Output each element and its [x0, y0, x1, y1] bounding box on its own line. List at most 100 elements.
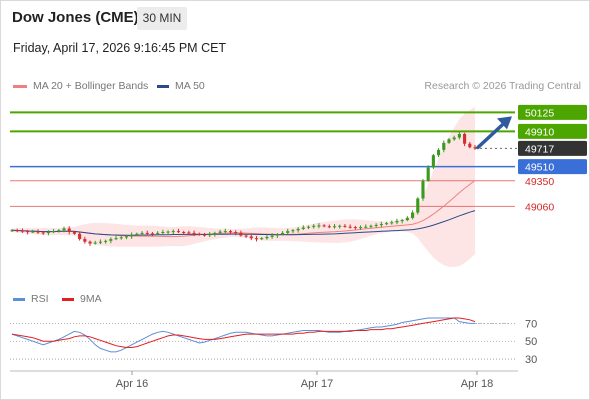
candle-body: [62, 228, 66, 231]
level-tag-49717: [518, 140, 587, 156]
candle-body: [156, 232, 160, 234]
candle-body: [223, 231, 227, 233]
rsi-label: RSI: [31, 293, 49, 305]
candle-body: [31, 231, 35, 233]
candle-body: [437, 149, 441, 156]
candle-body: [301, 227, 305, 229]
level-tag-50125: [518, 104, 587, 120]
candle-body: [400, 220, 404, 222]
candle-body: [46, 232, 50, 234]
candle-body: [187, 232, 191, 234]
candle-body: [26, 231, 30, 233]
level-label-49910: 49910: [525, 126, 554, 138]
candle-body: [171, 231, 175, 233]
candle-body: [20, 230, 24, 232]
candle-body: [234, 232, 238, 234]
datetime-label: Friday, April 17, 2026 9:16:45 PM CET: [13, 41, 227, 55]
candle-body: [218, 231, 222, 233]
x-tick-label-Apr-17: Apr 17: [301, 378, 333, 390]
candle-body: [228, 231, 233, 233]
level-tag-49910: [518, 123, 587, 139]
forecast-arrow: [476, 120, 507, 150]
candle-body: [405, 217, 409, 221]
candle-body: [452, 137, 456, 140]
rsi-ma-label: 9MA: [80, 293, 102, 305]
candle-body: [447, 139, 451, 143]
candle-body: [364, 226, 368, 228]
candle-body: [135, 233, 139, 235]
candle-body: [119, 237, 123, 239]
timeframe-badge[interactable]: 30 MIN: [137, 7, 187, 30]
rsi-ma-swatch: [62, 297, 74, 301]
candle-body: [254, 238, 259, 240]
level-label-49060: 49060: [525, 201, 554, 213]
candle-body: [327, 226, 331, 228]
instrument-title: Dow Jones (CME): [12, 9, 139, 26]
rsi-line: [11, 317, 475, 353]
candle-body: [130, 234, 134, 237]
candle-body: [343, 225, 347, 227]
candle-body: [140, 232, 144, 234]
candle-body: [457, 133, 461, 138]
candle-body: [72, 232, 76, 234]
ma50-label: MA 50: [175, 80, 205, 92]
candle-body: [463, 133, 467, 144]
bollinger-band: [12, 107, 475, 267]
candle-body: [114, 238, 118, 240]
candle-body: [374, 224, 378, 226]
x-tick-label-Apr-18: Apr 18: [461, 378, 493, 390]
level-tag-49510: [518, 159, 587, 175]
candle-body: [390, 222, 394, 224]
candle-body: [385, 223, 389, 225]
rsi-ma-line: [11, 317, 476, 348]
candle-body: [317, 225, 321, 227]
candle-body: [109, 239, 113, 241]
candle-body: [379, 224, 383, 226]
candle-body: [468, 143, 472, 148]
candle-body: [291, 230, 295, 232]
candle-body: [41, 232, 45, 234]
rsi-swatch: [13, 297, 25, 301]
level-label-49350: 49350: [525, 176, 554, 188]
candle-body: [338, 225, 342, 227]
candle-body: [306, 226, 311, 228]
candle-body: [348, 226, 352, 228]
candle-body: [411, 212, 415, 218]
rsi-tick-30: 30: [525, 354, 537, 366]
x-tick-label-Apr-16: Apr 16: [116, 378, 148, 390]
candle-body: [52, 231, 56, 233]
level-label-49510: 49510: [525, 162, 554, 174]
candle-body: [332, 226, 337, 228]
candle-body: [239, 232, 243, 236]
candle-body: [286, 231, 290, 233]
candle-body: [166, 231, 170, 233]
candle-body: [104, 240, 108, 242]
candle-body: [358, 227, 363, 229]
candle-body: [244, 235, 248, 237]
candle-body: [260, 238, 264, 240]
candle-body: [57, 230, 61, 232]
candle-body: [322, 225, 326, 227]
candle-body: [265, 236, 269, 239]
candle-body: [88, 241, 92, 244]
candle-body: [416, 198, 420, 213]
candle-body: [15, 230, 19, 232]
level-label-49717: 49717: [525, 143, 554, 155]
candle-body: [67, 228, 71, 233]
research-credit: Research © 2026 Trading Central: [424, 80, 581, 92]
candle-body: [36, 231, 40, 233]
candle-body: [161, 232, 165, 234]
candle-body: [249, 236, 253, 239]
candle-body: [442, 142, 446, 150]
candle-body: [280, 232, 285, 235]
candle-body: [208, 234, 212, 236]
candle-body: [296, 228, 300, 231]
candle-body: [202, 234, 207, 236]
candle-body: [213, 232, 217, 235]
candle-body: [78, 233, 82, 240]
level-label-50125: 50125: [525, 107, 554, 119]
candle-body: [182, 232, 186, 234]
candle-body: [270, 235, 274, 237]
ma20-swatch: [13, 84, 27, 88]
